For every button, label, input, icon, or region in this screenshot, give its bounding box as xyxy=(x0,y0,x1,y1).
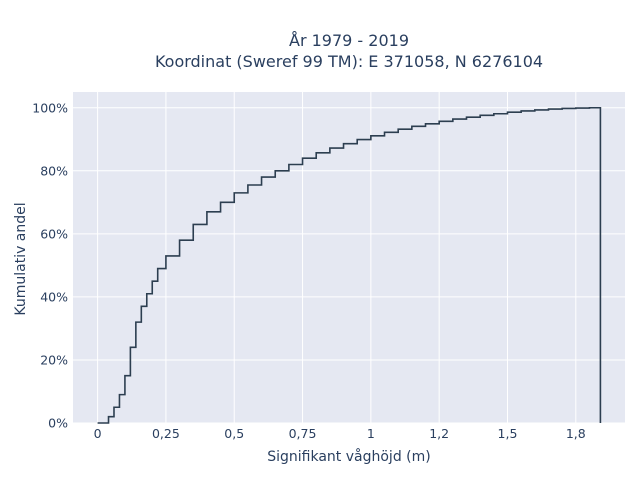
x-tick-label: 1 xyxy=(367,426,375,441)
series-layer xyxy=(97,106,602,424)
x-tick-label: 0,5 xyxy=(224,426,244,441)
x-tick-label: 1,8 xyxy=(566,426,586,441)
x-tick-label: 0,25 xyxy=(152,426,180,441)
y-tick-label: 100% xyxy=(32,100,68,115)
y-axis-label: Kumulativ andel xyxy=(13,202,29,315)
y-tick-label: 20% xyxy=(40,352,68,367)
grid-lines xyxy=(73,92,625,424)
x-tick-label: 0,75 xyxy=(289,426,317,441)
cumulative-series-line xyxy=(97,106,602,424)
x-axis-label: Signifikant våghöjd (m) xyxy=(267,448,430,465)
tick-labels: 0 0,25 0,5 0,75 1 1,2 1,5 1,8 0% 20% 40% 60% 80% 100% xyxy=(32,100,586,441)
y-tick-label: 0% xyxy=(48,416,68,431)
plot-area xyxy=(73,92,625,423)
y-tick-label: 60% xyxy=(40,226,68,241)
x-tick-label: 1,2 xyxy=(429,426,449,441)
x-tick-label: 0 xyxy=(94,426,102,441)
chart-title-line1: År 1979 - 2019 xyxy=(289,31,409,50)
chart-title-line2: Koordinat (Sweref 99 TM): E 371058, N 62… xyxy=(155,52,543,71)
y-tick-label: 80% xyxy=(40,163,68,178)
y-tick-label: 40% xyxy=(40,289,68,304)
x-tick-label: 1,5 xyxy=(498,426,518,441)
